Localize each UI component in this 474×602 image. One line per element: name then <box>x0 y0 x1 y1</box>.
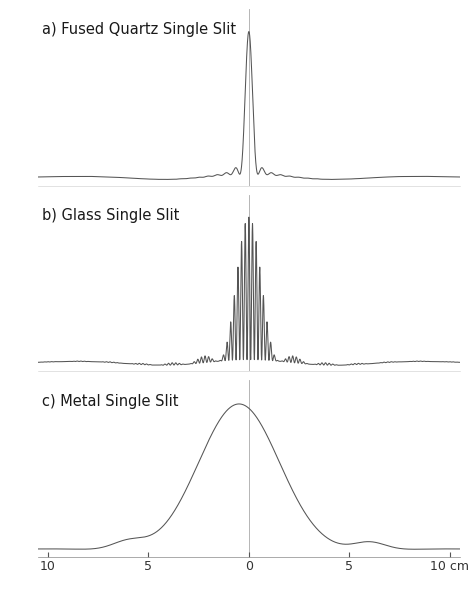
Text: b) Glass Single Slit: b) Glass Single Slit <box>42 208 179 223</box>
Text: c) Metal Single Slit: c) Metal Single Slit <box>42 394 178 409</box>
Text: a) Fused Quartz Single Slit: a) Fused Quartz Single Slit <box>42 22 236 37</box>
